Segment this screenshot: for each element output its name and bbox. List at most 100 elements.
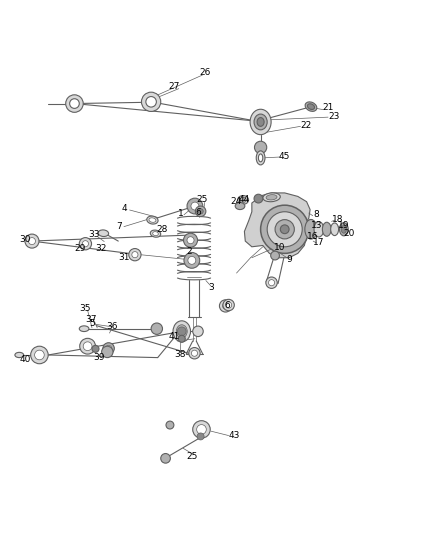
Text: 4: 4 xyxy=(121,204,127,213)
Text: 25: 25 xyxy=(186,451,198,461)
Circle shape xyxy=(266,277,277,288)
Text: 23: 23 xyxy=(328,112,339,121)
Text: 37: 37 xyxy=(85,314,97,324)
Circle shape xyxy=(103,343,114,354)
Circle shape xyxy=(271,251,279,260)
Circle shape xyxy=(197,425,206,434)
Text: 16: 16 xyxy=(307,232,318,241)
Text: 9: 9 xyxy=(286,255,292,264)
Circle shape xyxy=(92,345,99,352)
Text: 18: 18 xyxy=(332,215,344,224)
Circle shape xyxy=(223,300,234,311)
Text: 22: 22 xyxy=(300,121,311,130)
Circle shape xyxy=(254,141,267,154)
Ellipse shape xyxy=(307,104,314,109)
Circle shape xyxy=(25,234,39,248)
Text: 28: 28 xyxy=(156,225,168,234)
Circle shape xyxy=(268,280,275,286)
Circle shape xyxy=(82,241,88,247)
Text: 7: 7 xyxy=(116,222,122,231)
Ellipse shape xyxy=(258,154,263,162)
Text: 1: 1 xyxy=(177,209,184,219)
Text: 35: 35 xyxy=(79,304,90,313)
Circle shape xyxy=(31,346,48,364)
Circle shape xyxy=(177,327,186,336)
Circle shape xyxy=(261,205,309,253)
Ellipse shape xyxy=(331,223,339,236)
Circle shape xyxy=(191,350,198,356)
Ellipse shape xyxy=(147,216,158,224)
Ellipse shape xyxy=(305,102,317,111)
Text: 33: 33 xyxy=(88,230,100,239)
Circle shape xyxy=(193,421,210,438)
Circle shape xyxy=(184,233,198,247)
Circle shape xyxy=(226,302,232,308)
Circle shape xyxy=(132,252,138,258)
Circle shape xyxy=(102,346,113,358)
Circle shape xyxy=(141,92,161,111)
Circle shape xyxy=(197,433,204,440)
Ellipse shape xyxy=(250,109,271,135)
Ellipse shape xyxy=(153,232,158,236)
Circle shape xyxy=(129,248,141,261)
Circle shape xyxy=(188,256,196,264)
Circle shape xyxy=(223,303,229,309)
Text: 43: 43 xyxy=(228,431,240,440)
Circle shape xyxy=(254,194,263,203)
Ellipse shape xyxy=(341,225,346,233)
Circle shape xyxy=(28,238,35,245)
Ellipse shape xyxy=(256,151,265,165)
Text: 30: 30 xyxy=(20,235,31,244)
Circle shape xyxy=(195,206,206,216)
Ellipse shape xyxy=(150,230,161,237)
Ellipse shape xyxy=(263,193,280,201)
Circle shape xyxy=(280,225,289,233)
Ellipse shape xyxy=(176,325,187,338)
Circle shape xyxy=(83,342,92,351)
Circle shape xyxy=(184,253,200,268)
Text: 26: 26 xyxy=(200,68,211,77)
Circle shape xyxy=(191,202,199,210)
Text: 27: 27 xyxy=(169,83,180,92)
Circle shape xyxy=(187,198,203,214)
Circle shape xyxy=(161,454,170,463)
Text: 17: 17 xyxy=(313,238,324,247)
Text: 44: 44 xyxy=(238,195,250,204)
Ellipse shape xyxy=(235,203,245,209)
Text: 2: 2 xyxy=(187,247,192,256)
Ellipse shape xyxy=(322,222,331,236)
Circle shape xyxy=(275,220,294,239)
Text: 45: 45 xyxy=(279,151,290,160)
Circle shape xyxy=(187,237,194,244)
Text: 8: 8 xyxy=(313,211,319,219)
Ellipse shape xyxy=(339,223,348,236)
Text: 6: 6 xyxy=(195,208,201,217)
Text: 3: 3 xyxy=(208,284,215,293)
Ellipse shape xyxy=(15,352,24,358)
Ellipse shape xyxy=(149,218,156,222)
Circle shape xyxy=(198,209,203,214)
Text: 31: 31 xyxy=(118,253,130,262)
Text: 20: 20 xyxy=(343,229,355,238)
Ellipse shape xyxy=(240,197,246,203)
Ellipse shape xyxy=(305,220,317,239)
Text: 38: 38 xyxy=(175,351,186,359)
Ellipse shape xyxy=(314,222,324,237)
Circle shape xyxy=(35,350,44,360)
Circle shape xyxy=(267,212,302,247)
Circle shape xyxy=(189,348,200,359)
Circle shape xyxy=(106,345,112,351)
Circle shape xyxy=(193,326,203,336)
Text: 32: 32 xyxy=(95,244,106,253)
Text: 40: 40 xyxy=(20,356,31,364)
Text: 13: 13 xyxy=(311,221,322,230)
Circle shape xyxy=(178,335,185,342)
Circle shape xyxy=(80,338,95,354)
Text: 41: 41 xyxy=(169,332,180,341)
Ellipse shape xyxy=(79,326,89,332)
Circle shape xyxy=(146,96,156,107)
Ellipse shape xyxy=(254,114,267,130)
Text: 36: 36 xyxy=(106,322,118,332)
Ellipse shape xyxy=(173,321,191,342)
Circle shape xyxy=(66,95,83,112)
